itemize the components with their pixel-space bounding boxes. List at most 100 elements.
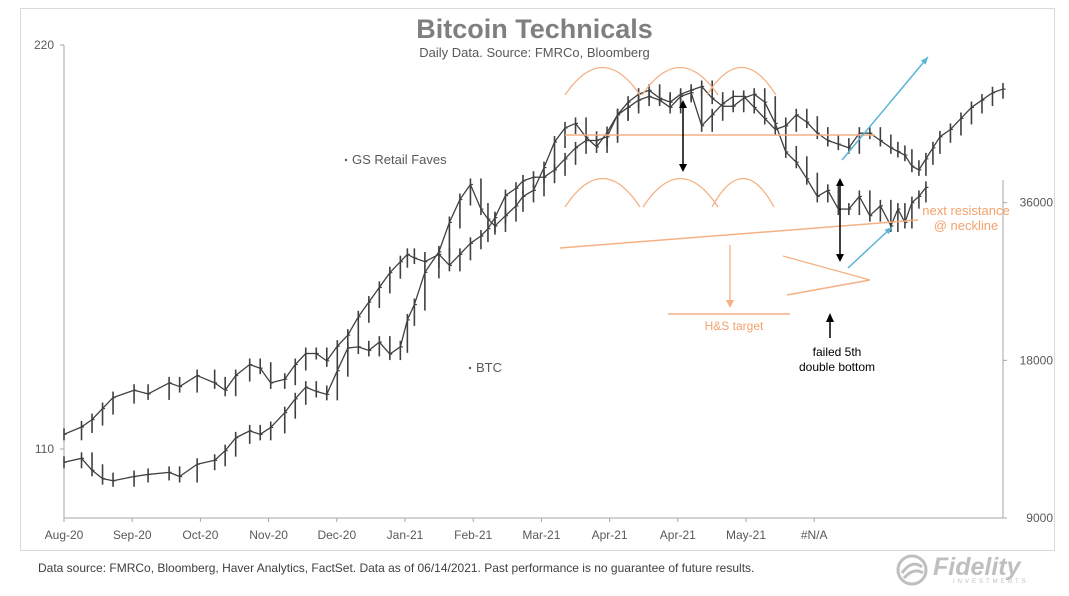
gs-retail-segment — [315, 352, 328, 362]
x-tick-label: May-21 — [726, 528, 766, 542]
gs-retail-segment — [795, 114, 808, 123]
gs-retail-segment — [336, 334, 349, 347]
btc-uptrend-arrow — [847, 226, 893, 269]
btc-segment — [532, 167, 545, 191]
fidelity-logo: Fidelity INVESTMENTS — [895, 553, 1045, 587]
btc-segment — [438, 222, 451, 253]
gs-retail-segment — [971, 99, 983, 108]
gs-retail-segment — [638, 95, 650, 101]
chart-title: Bitcoin Technicals — [416, 14, 653, 44]
btc-segment — [326, 370, 338, 395]
btc-segment — [890, 208, 899, 227]
btc-segment — [168, 471, 180, 478]
btc-segment — [617, 101, 629, 116]
gs-retail-segment — [168, 382, 180, 388]
gs-retail-faves-label-dot — [344, 158, 348, 162]
head-distance-arrow-head-down — [679, 164, 687, 172]
btc-segment — [179, 463, 198, 478]
gs-retail-segment — [515, 180, 524, 189]
gs-retail-segment — [992, 88, 1004, 94]
gs-retail-segment — [378, 272, 391, 288]
fidelity-globe-icon — [896, 554, 928, 586]
btc-segment — [869, 205, 881, 217]
gs-retail-segment — [838, 143, 850, 149]
right-tick-label: 9000 — [1026, 511, 1053, 525]
left-tick-label: 220 — [34, 38, 54, 52]
gs-retail-segment — [981, 92, 993, 101]
btc-segment — [270, 412, 286, 428]
gs-retail-segment — [505, 187, 517, 197]
gs-retail-segment — [659, 99, 671, 108]
gs-retail-segment — [326, 345, 338, 362]
btc-segment — [515, 196, 524, 207]
gs-retail-segment — [399, 253, 408, 263]
btc-segment — [690, 85, 702, 91]
gs-retail-faves-label: GS Retail Faves — [352, 152, 447, 167]
btc-segment — [680, 89, 692, 95]
btc-segment — [897, 208, 906, 223]
gs-retail-segment — [543, 169, 555, 178]
gs-retail-segment — [925, 147, 934, 160]
gs-retail-segment — [389, 261, 401, 274]
btc-segment — [133, 473, 149, 478]
gs-retail-segment — [91, 408, 104, 421]
gs-retail-segment — [890, 147, 899, 153]
btc-segment — [659, 97, 671, 103]
head-distance-arrow-head-up — [679, 100, 687, 108]
gs-retail-segment — [196, 374, 215, 384]
btc-label-dot — [468, 366, 472, 370]
gs-retail-segment — [939, 128, 951, 138]
btc-segment — [368, 341, 380, 351]
gs-retail-segment — [133, 389, 149, 395]
gs-retail-segment — [869, 132, 881, 142]
btc-segment — [806, 178, 818, 197]
btc-segment — [858, 196, 871, 216]
gs-retail-segment — [147, 382, 170, 395]
logo-subtitle: INVESTMENTS — [953, 579, 1029, 585]
gs-retail-segment — [357, 301, 370, 318]
gs-retail-segment — [470, 235, 482, 244]
btc-segment — [448, 199, 461, 223]
gs-retail-segment — [102, 397, 114, 410]
gs-uptrend-arrow — [841, 56, 929, 161]
gs-retail-segment — [648, 95, 660, 101]
neckline-label: @ neckline — [934, 218, 999, 233]
gs-retail-segment — [753, 106, 766, 119]
gs-retail-segment — [722, 95, 734, 105]
gs-retail-segment — [949, 118, 962, 130]
btc-segment — [827, 190, 839, 210]
x-tick-label: Feb-21 — [454, 528, 492, 542]
double-bottom-label: double bottom — [799, 360, 875, 374]
btc-segment — [585, 136, 598, 148]
btc-segment — [148, 471, 170, 476]
btc-segment — [505, 205, 517, 217]
x-tick-label: Aug-20 — [45, 528, 84, 542]
gs-retail-segment — [816, 132, 829, 142]
btc-segment — [543, 141, 556, 168]
hs-target-arrowhead — [726, 300, 734, 308]
top-hs-arc — [706, 67, 777, 96]
axes: 110 220 9000 18000 36000 Aug-20 Sep-20 Oct-20 No… — [34, 38, 1053, 542]
gs-uptrend-arrow-head — [920, 57, 928, 65]
triangle-lower-line — [786, 279, 871, 296]
btc-segment — [564, 122, 576, 129]
hs-target-label: H&S target — [705, 319, 764, 333]
btc-segment — [764, 101, 776, 124]
btc-segment — [406, 304, 415, 321]
annotation-layer: GS Retail Faves BTC H&S target next resista… — [344, 56, 1010, 375]
top-hs-arc — [564, 67, 641, 96]
btc-segment — [259, 426, 272, 435]
gs-retail-series — [63, 83, 1006, 441]
chart-subtitle: Daily Data. Source: FMRCo, Bloomberg — [419, 45, 650, 60]
btc-segment — [224, 437, 237, 452]
btc-segment — [848, 196, 860, 210]
btc-segment — [494, 215, 506, 227]
btc-segment — [459, 184, 471, 200]
btc-segment — [554, 127, 566, 143]
gs-retail-segment — [235, 364, 251, 377]
btc-segment — [904, 202, 913, 223]
series-layer — [63, 80, 1006, 487]
btc-segment — [91, 469, 103, 480]
btc-segment — [911, 195, 920, 204]
btc-uptrend-arrow-head — [884, 227, 892, 235]
